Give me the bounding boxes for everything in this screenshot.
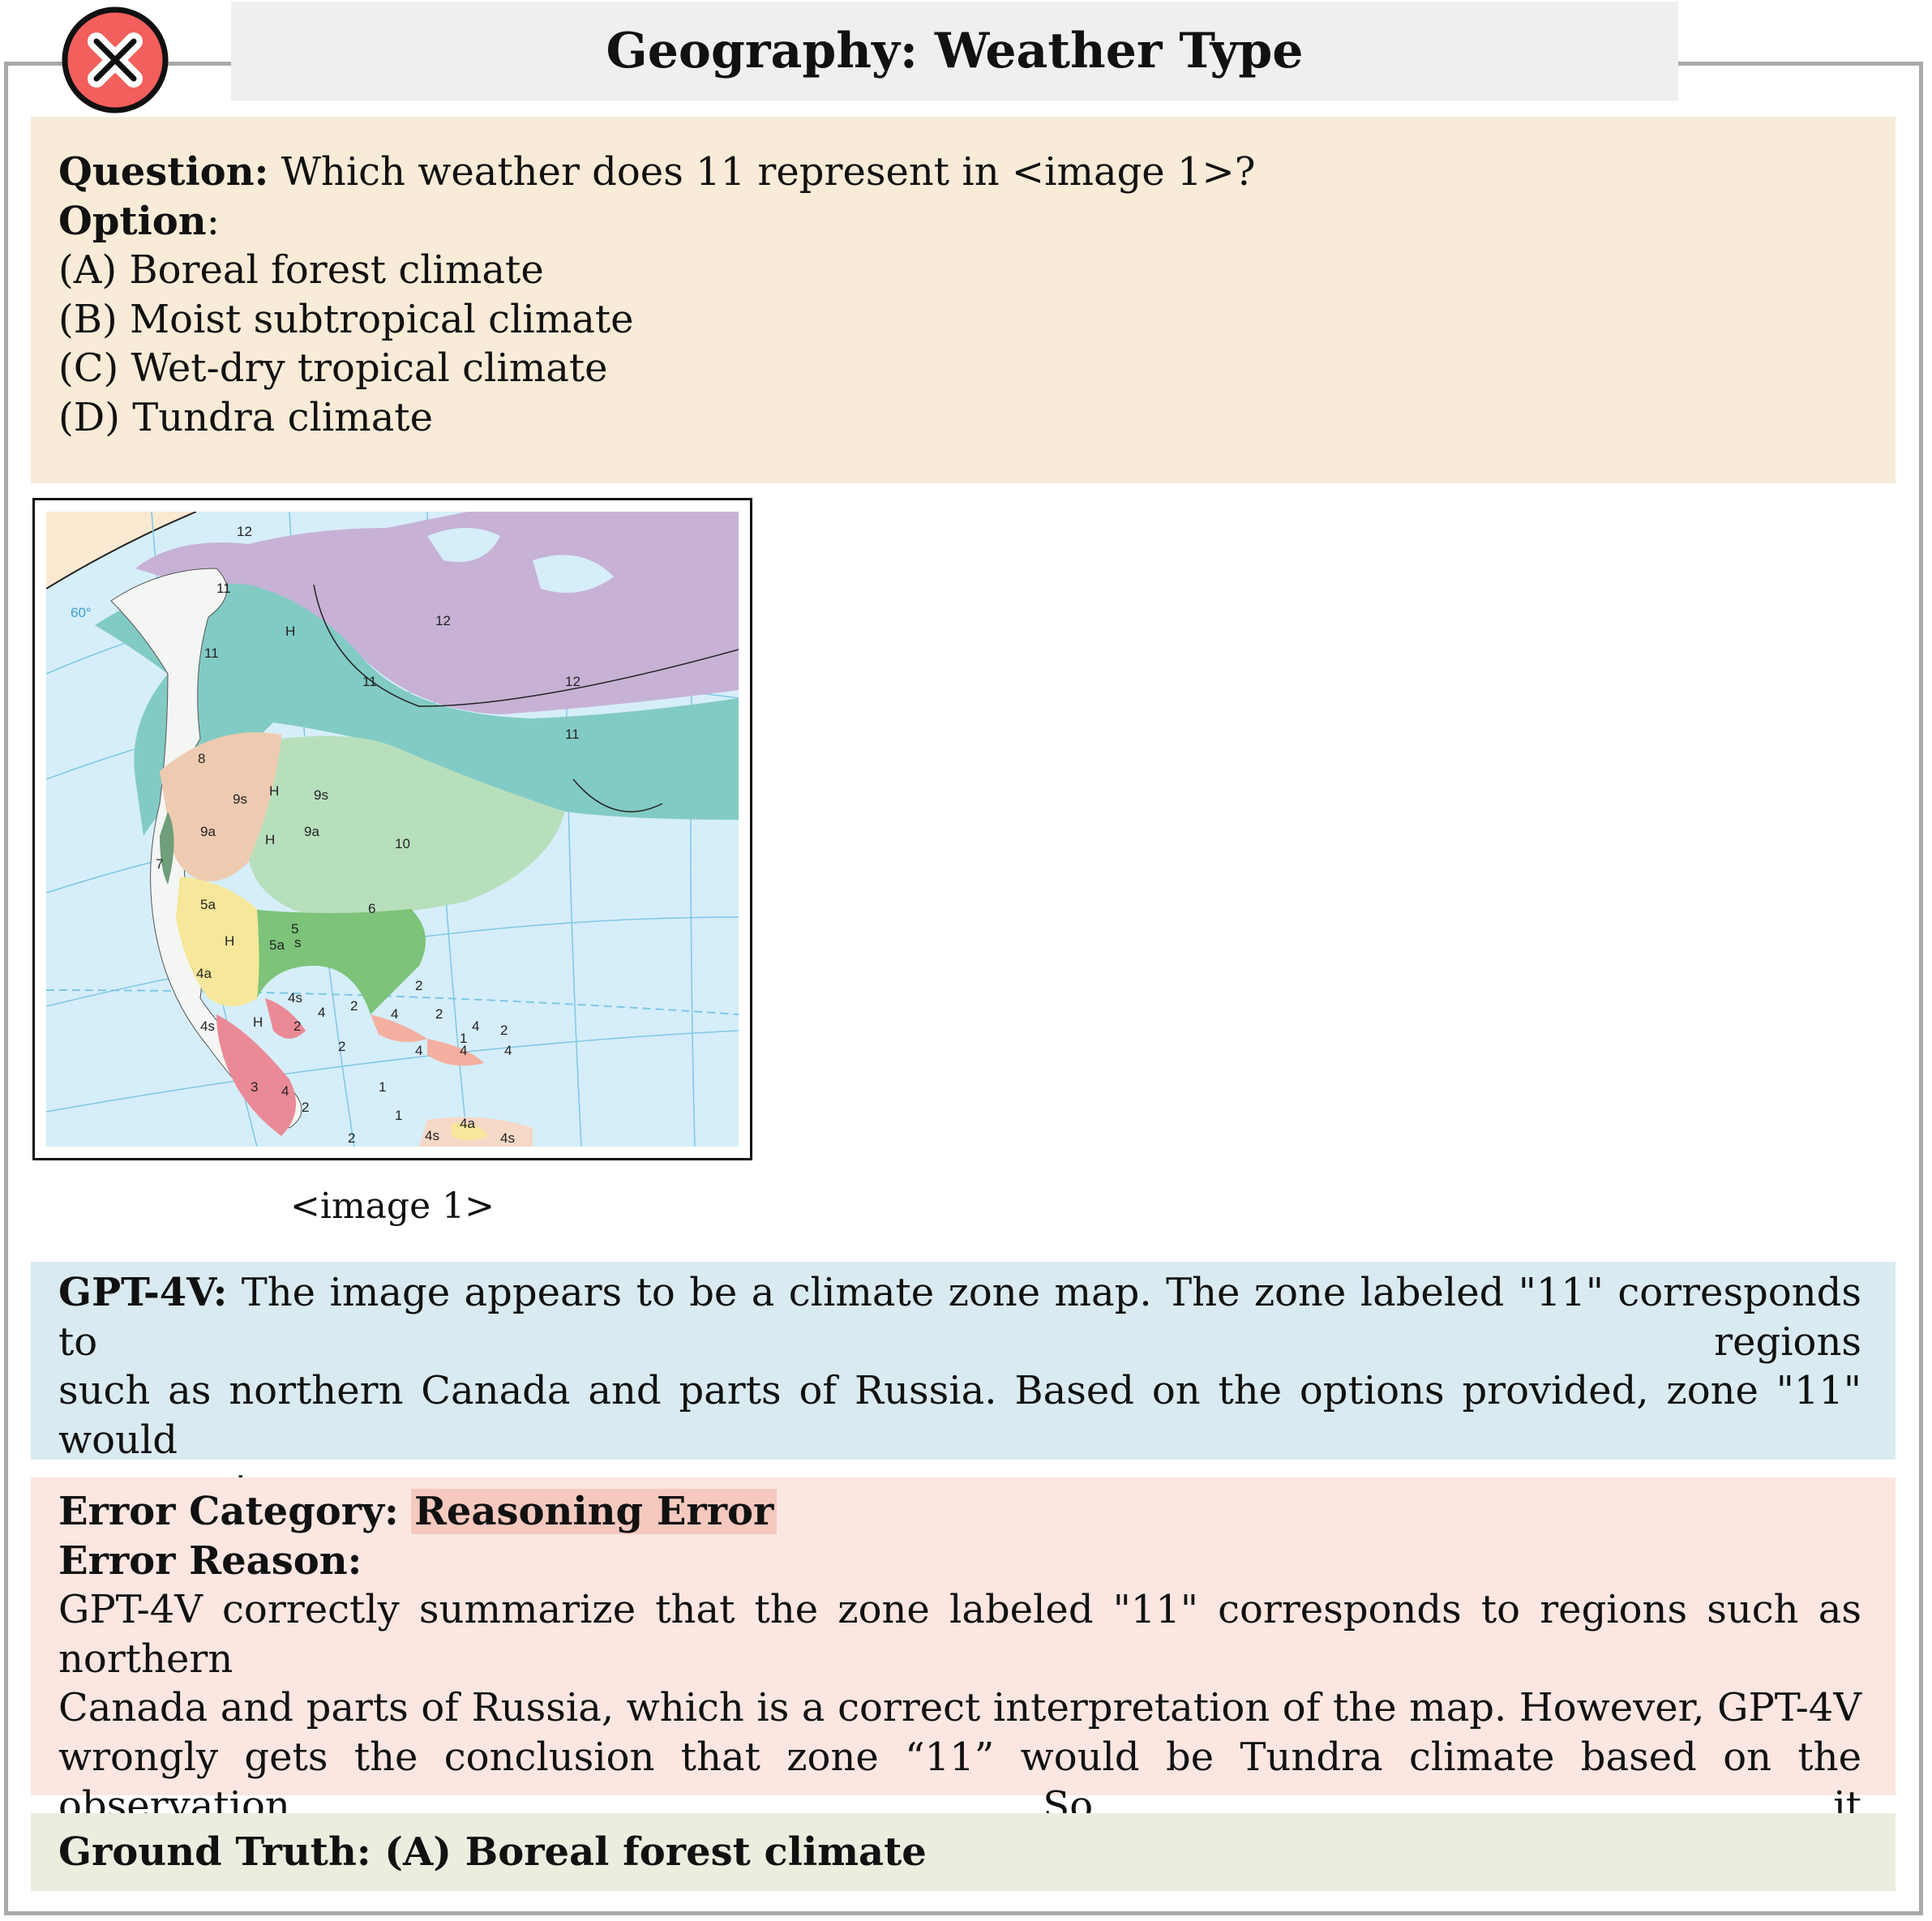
zone-label: 2: [350, 998, 358, 1014]
question-text: Which weather does 11 represent in <imag…: [281, 149, 1256, 195]
climate-zone-map: 60° 12 12 12 11 11 11 11 H H H H H 8 9s …: [46, 512, 739, 1147]
question-panel: Question: Which weather does 11 represen…: [31, 117, 1896, 483]
page-title: Geography: Weather Type: [231, 2, 1678, 101]
zone-label: 12: [237, 524, 252, 539]
zone-label: 6: [368, 901, 375, 916]
model-answer-panel: GPT-4V: The image appears to be a climat…: [31, 1262, 1896, 1561]
zone-label: 4: [318, 1005, 325, 1020]
zone-label: H: [269, 783, 279, 799]
zone-label: 9a: [304, 824, 319, 839]
zone-label: 7: [156, 856, 163, 872]
zone-label: H: [253, 1014, 263, 1030]
zone-label: 4s: [500, 1130, 515, 1146]
zone-label: H: [225, 933, 234, 949]
zone-label: 9a: [200, 824, 216, 839]
ground-truth-panel: Ground Truth: (A) Boreal forest climate: [31, 1813, 1896, 1891]
zone-label: 2: [415, 978, 422, 993]
option-a: (A) Boreal forest climate: [58, 247, 544, 293]
zone-label: 1: [379, 1079, 386, 1095]
option-b: (B) Moist subtropical climate: [58, 296, 634, 342]
error-x-icon: [62, 6, 169, 114]
zone-label: 9s: [233, 791, 247, 807]
figure-caption: <image 1>: [290, 1186, 495, 1227]
error-category-label: Error Category:: [58, 1489, 399, 1534]
zone-label: 4: [472, 1018, 479, 1034]
error-reason-label: Error Reason:: [58, 1537, 362, 1584]
zone-label: 2: [348, 1130, 355, 1146]
zone-label: 4: [391, 1006, 398, 1022]
answer-label: GPT-4V:: [58, 1270, 228, 1315]
option-d: (D) Tundra climate: [58, 394, 433, 440]
zone-label: H: [265, 832, 275, 847]
question-label: Question:: [58, 149, 269, 195]
option-heading: Option:: [58, 197, 1868, 247]
zone-label: 4: [504, 1043, 512, 1058]
error-panel: Error Category: Reasoning Error Error Re…: [31, 1477, 1896, 1878]
zone-label: 9s: [314, 787, 328, 803]
zone-label: 10: [395, 836, 410, 851]
zone-label: 5: [291, 921, 298, 937]
answer-line: GPT-4V: The image appears to be a climat…: [58, 1268, 1861, 1366]
zone-label: 4s: [288, 990, 302, 1006]
error-reason-line: Canada and parts of Russia, which is a c…: [58, 1685, 1861, 1730]
zone-label: H: [285, 624, 295, 639]
question-line: Question: Which weather does 11 represen…: [58, 148, 1868, 197]
error-reason-line: GPT-4V correctly summarize that the zone…: [58, 1587, 1861, 1682]
zone-label: 4a: [196, 966, 212, 981]
zone-label: 8: [198, 751, 205, 766]
error-category-line: Error Category: Reasoning Error: [58, 1487, 1861, 1537]
lat-label: 60°: [71, 605, 92, 620]
zone-label: 2: [500, 1023, 508, 1038]
ground-truth-text: Ground Truth: (A) Boreal forest climate: [58, 1829, 927, 1875]
zone-label: 2: [302, 1100, 309, 1115]
option-colon: :: [206, 198, 220, 244]
zone-label: 12: [435, 613, 451, 628]
zone-label: 5a: [269, 937, 285, 953]
answer-text: The image appears to be a climate zone m…: [58, 1270, 1861, 1365]
zone-label: 2: [293, 1018, 301, 1034]
zone-label: s: [294, 935, 302, 950]
zone-label: 4: [460, 1043, 467, 1058]
zone-label: 11: [565, 727, 580, 742]
zone-label: 1: [460, 1031, 467, 1046]
zone-label: 2: [338, 1039, 345, 1054]
answer-line: such as northern Canada and parts of Rus…: [58, 1368, 1861, 1463]
title-text: Geography: Weather Type: [606, 23, 1304, 79]
zone-label: 4s: [200, 1018, 215, 1034]
zone-label: 4a: [460, 1116, 475, 1131]
option-c: (C) Wet-dry tropical climate: [58, 345, 608, 391]
zone-label: 1: [395, 1108, 402, 1123]
zone-label: 11: [216, 581, 231, 596]
zone-label: 3: [251, 1079, 258, 1095]
zone-label: 4: [281, 1083, 289, 1099]
error-category-value: Reasoning Error: [410, 1489, 778, 1534]
zone-label: 12: [565, 674, 580, 689]
zone-label: 5a: [200, 897, 216, 912]
zone-label: 11: [204, 645, 219, 661]
zone-label: 4: [415, 1043, 422, 1058]
zone-label: 11: [362, 674, 377, 689]
option-label: Option: [58, 198, 207, 244]
zone-label: 4s: [425, 1128, 439, 1143]
climate-map-figure: 60° 12 12 12 11 11 11 11 H H H H H 8 9s …: [32, 498, 752, 1160]
zone-label: 2: [435, 1006, 443, 1022]
